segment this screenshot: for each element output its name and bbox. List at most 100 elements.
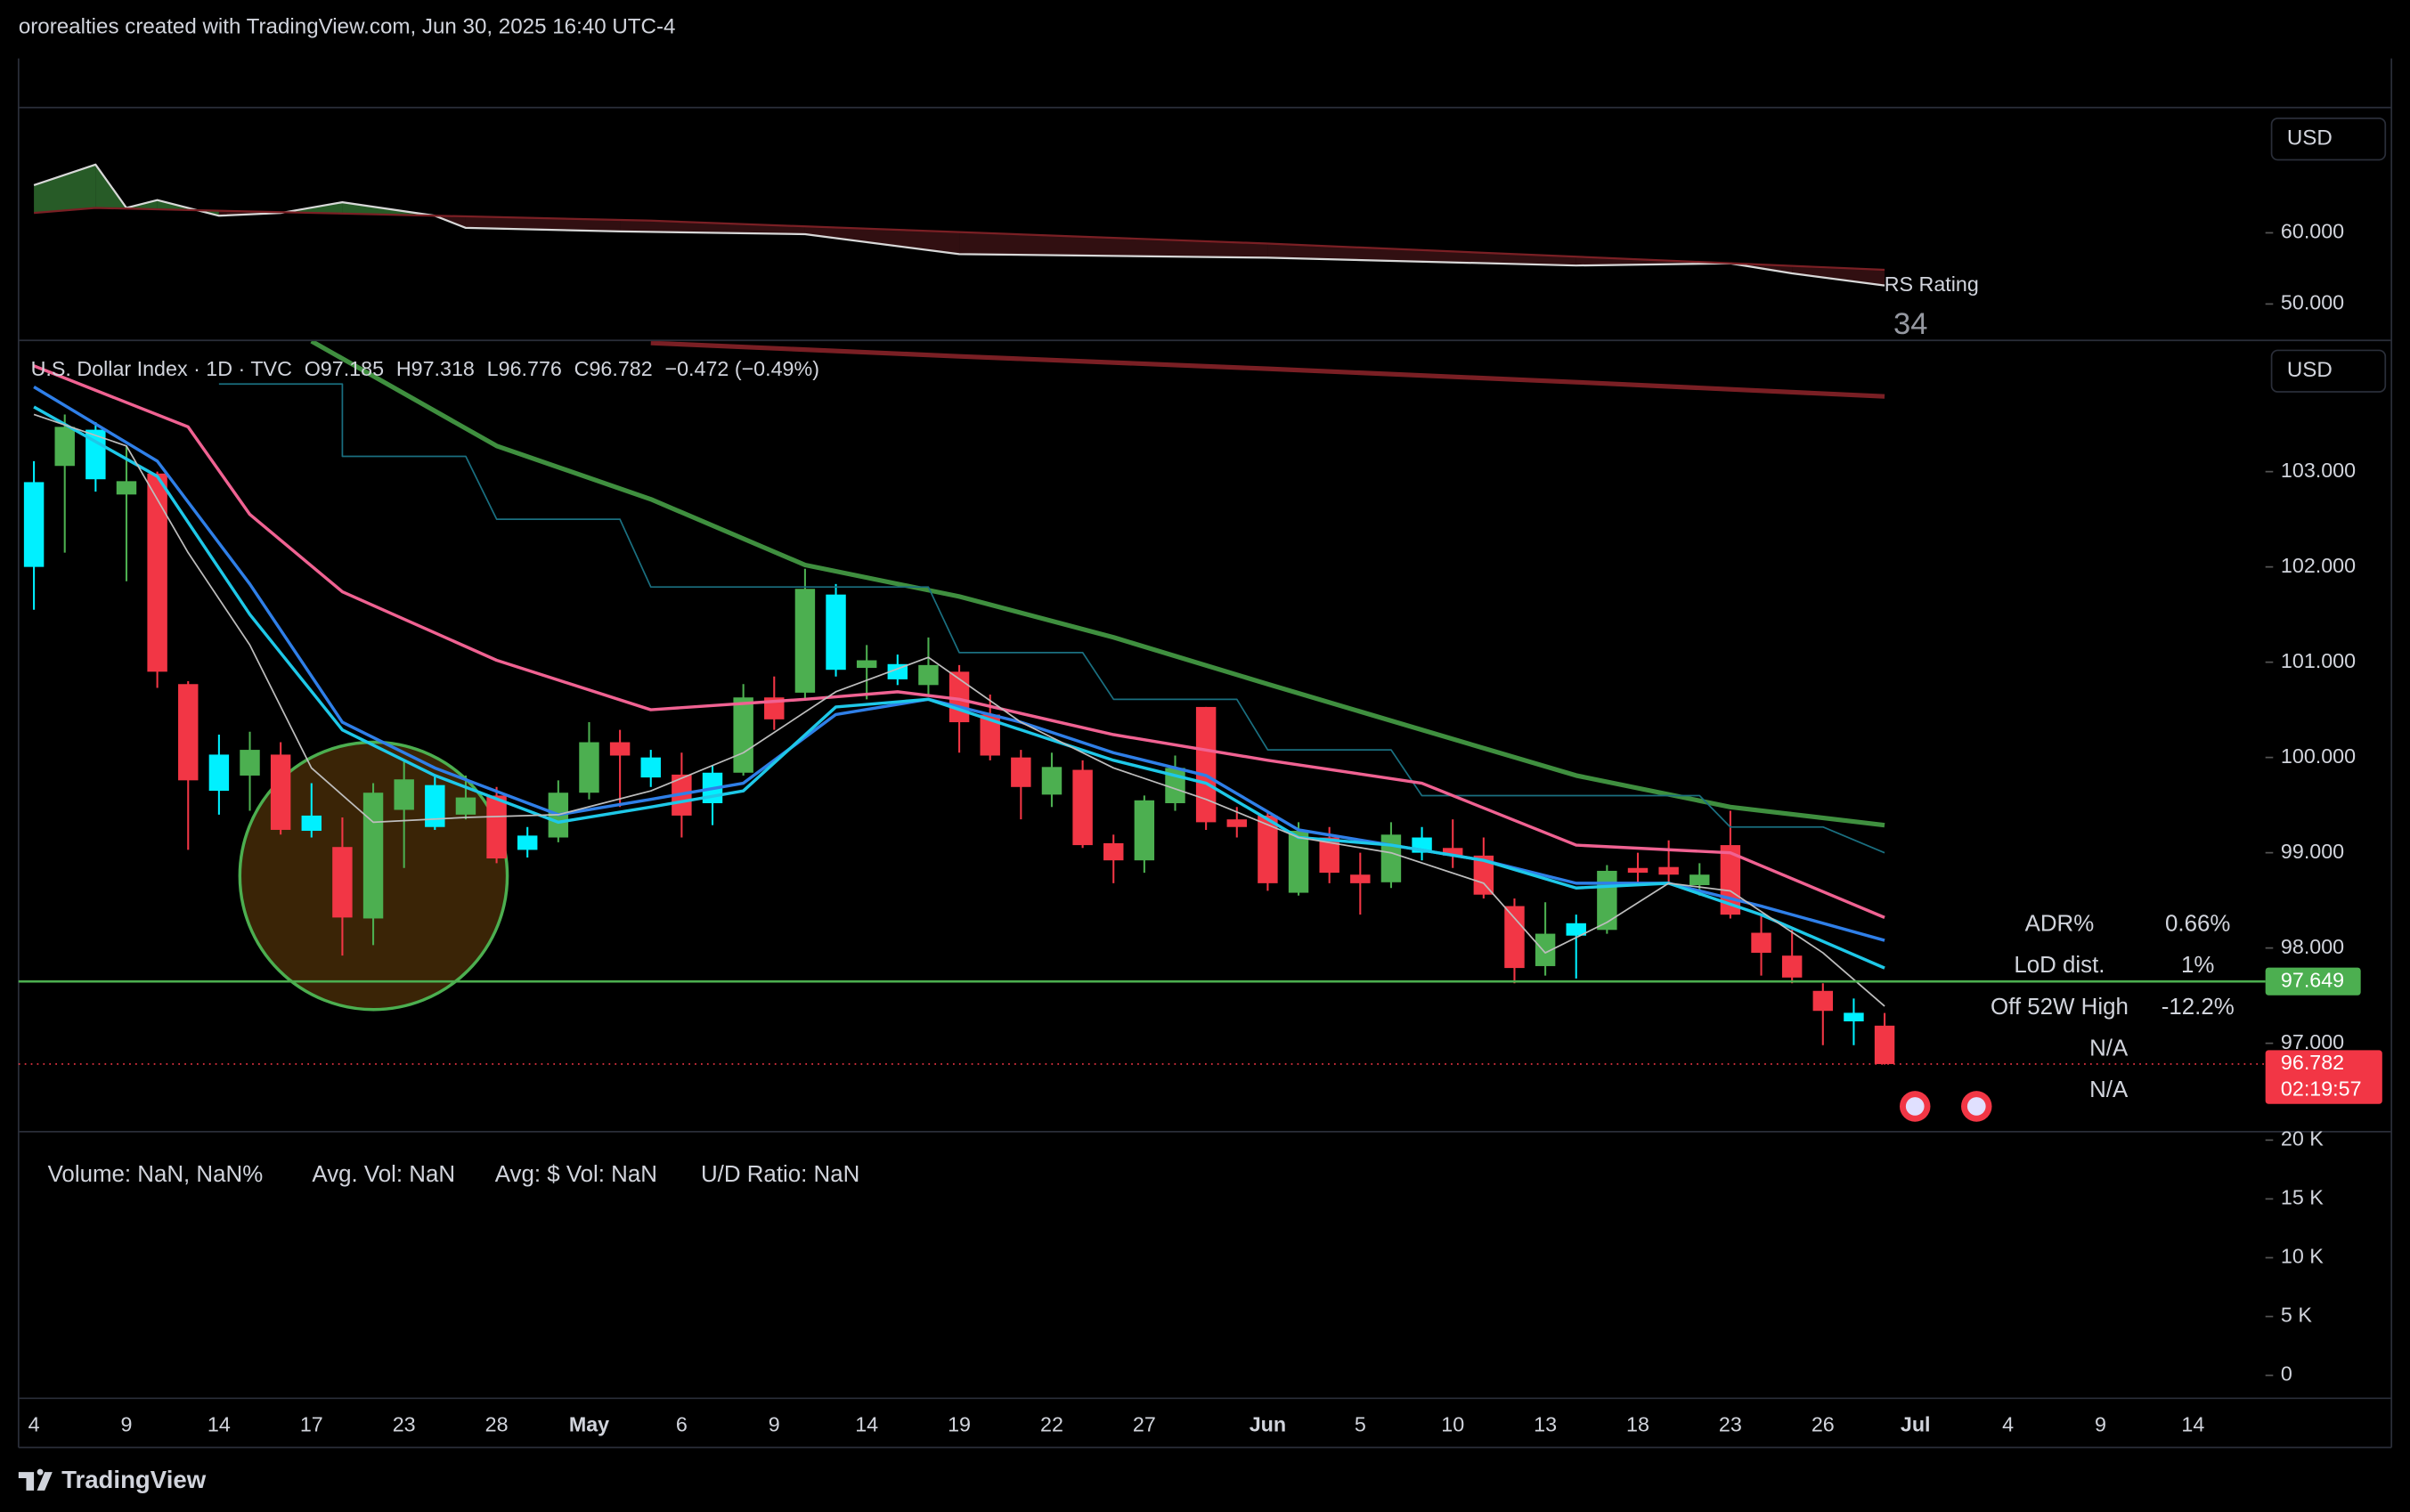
- x-tick-label: 22: [1040, 1413, 1063, 1436]
- candle-body: [1781, 955, 1803, 978]
- candle-body: [1134, 800, 1155, 861]
- candle-body: [1072, 769, 1093, 846]
- stat-label: ADR%: [2025, 912, 2095, 937]
- x-tick-label: 27: [1133, 1413, 1156, 1436]
- x-tick-label: 19: [948, 1413, 971, 1436]
- candle-body: [1473, 855, 1494, 895]
- stat-label: N/A: [2089, 1036, 2129, 1061]
- candle-body: [980, 714, 1000, 756]
- stat-value: -12.2%: [2162, 995, 2235, 1020]
- candle-body: [1350, 874, 1371, 883]
- candle-body: [1658, 866, 1679, 875]
- moving-average: [33, 364, 1885, 919]
- rs-value: 34: [1893, 307, 1927, 341]
- moving-average: [33, 386, 1885, 942]
- candle-body: [640, 757, 661, 778]
- candle-body: [54, 427, 75, 467]
- candle-body: [609, 742, 631, 756]
- volume-legend: Volume: NaN, NaN%: [48, 1162, 264, 1187]
- y-tick-label: 5 K: [2281, 1304, 2312, 1327]
- brand-logo: [18, 1468, 53, 1491]
- candle-body: [1535, 933, 1556, 966]
- candle-body: [116, 481, 137, 495]
- volume-legend: Avg. Vol: NaN: [312, 1162, 455, 1187]
- candle-body: [918, 664, 939, 686]
- y-tick-label: 99.000: [2281, 840, 2344, 863]
- currency-button[interactable]: [2270, 118, 2387, 161]
- y-tick-label: 97.000: [2281, 1030, 2344, 1053]
- support-label: 97.649: [2281, 968, 2344, 991]
- stat-value: 0.66%: [2165, 912, 2230, 937]
- candle-body: [887, 663, 908, 679]
- x-tick-label: 14: [2181, 1413, 2204, 1436]
- candle-body: [1103, 842, 1124, 861]
- ohlc-value: 96.776: [499, 357, 562, 380]
- candle-body: [178, 684, 199, 781]
- x-tick-label: 17: [300, 1413, 323, 1436]
- moving-average: [650, 341, 1885, 399]
- candle-body: [826, 594, 846, 671]
- y-tick-label: 50.000: [2281, 291, 2344, 314]
- rs-fill: [34, 164, 96, 214]
- ohlc-value: 97.318: [411, 357, 475, 380]
- x-tick-label: 23: [1719, 1413, 1742, 1436]
- candle-body: [1442, 848, 1463, 856]
- candle-body: [579, 742, 599, 793]
- watermark: ororealties created with TradingView.com…: [19, 14, 676, 38]
- y-tick-label: 101.000: [2281, 649, 2356, 672]
- legend-header: U.S. Dollar Index · 1D · TVC O97.185 H97.3…: [31, 357, 819, 380]
- main-pane: [23, 341, 1895, 1065]
- rs-fill: [1267, 243, 1576, 266]
- support-label-box: [2265, 967, 2361, 996]
- candle-body: [1566, 923, 1586, 936]
- candle-body: [394, 779, 414, 810]
- x-tick-label: 4: [2002, 1413, 2014, 1436]
- countdown: 02:19:57: [2281, 1077, 2362, 1100]
- event-flag-icon: [1905, 1097, 1925, 1116]
- candle-body: [517, 835, 538, 850]
- volume-legend: U/D Ratio: NaN: [701, 1162, 859, 1187]
- x-tick-label: 9: [769, 1413, 780, 1436]
- candle-body: [856, 660, 877, 669]
- rs-fill: [465, 216, 621, 232]
- last-price-label: 96.782: [2281, 1051, 2344, 1074]
- candle-body: [1627, 867, 1649, 874]
- candle-body: [1288, 831, 1309, 893]
- rs-line: [33, 163, 1885, 287]
- y-tick-label: 20 K: [2281, 1127, 2324, 1150]
- stat-label: N/A: [2089, 1077, 2129, 1102]
- candle-body: [1041, 767, 1063, 795]
- stat-label: LoD dist.: [2014, 953, 2105, 978]
- y-tick-label: 98.000: [2281, 935, 2344, 958]
- rs-label: RS Rating: [1885, 272, 1979, 296]
- y-tick-label: 0: [2281, 1362, 2292, 1386]
- logo-icon: [18, 1468, 53, 1491]
- candle-body: [332, 847, 353, 918]
- ohlc-key: O: [305, 357, 321, 380]
- brand: TradingView: [61, 1466, 207, 1493]
- currency-button[interactable]: [2270, 349, 2387, 393]
- currency[interactable]: USD: [2287, 358, 2333, 382]
- moving-average: [33, 405, 1885, 970]
- change: −0.472 (−0.49%): [665, 357, 819, 380]
- rs-line: [33, 207, 1885, 272]
- y-tick-label: 10 K: [2281, 1245, 2324, 1268]
- x-tick-label: 28: [485, 1413, 509, 1436]
- x-tick-label: 4: [28, 1413, 40, 1436]
- x-tick-label: 5: [1355, 1413, 1366, 1436]
- moving-average: [218, 383, 1885, 854]
- candle-body: [23, 482, 45, 567]
- x-tick-label: 13: [1534, 1413, 1557, 1436]
- ohlc-key: C: [574, 357, 590, 380]
- x-tick-label: 9: [121, 1413, 133, 1436]
- ohlc-key: H: [396, 357, 411, 380]
- currency[interactable]: USD: [2287, 126, 2333, 150]
- y-tick-label: 103.000: [2281, 459, 2356, 482]
- candle-body: [425, 784, 445, 827]
- x-tick-label: May: [569, 1413, 609, 1436]
- x-tick-label: 10: [1441, 1413, 1464, 1436]
- x-tick-label: 14: [208, 1413, 231, 1436]
- candle-body: [1874, 1025, 1895, 1064]
